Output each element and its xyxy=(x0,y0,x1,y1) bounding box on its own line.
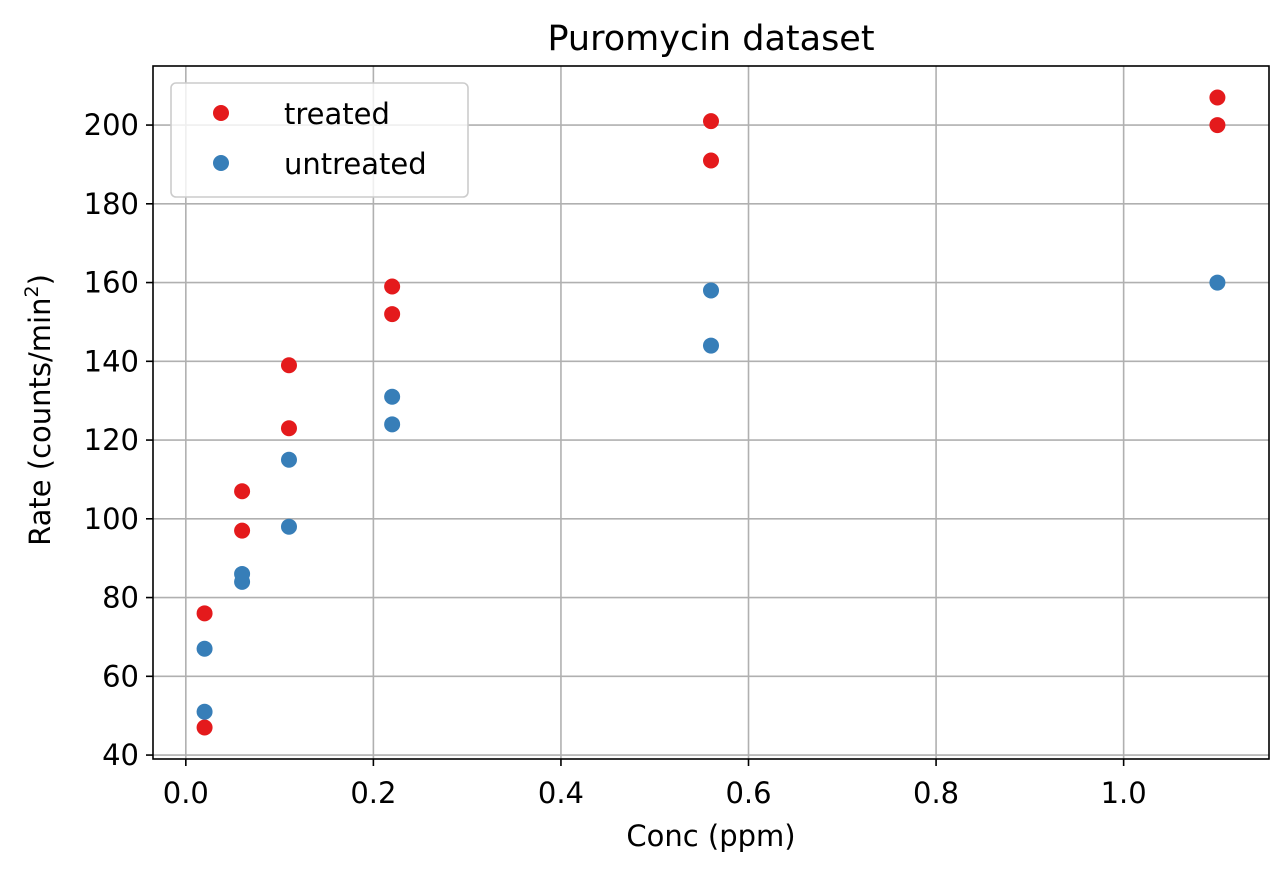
plot-frame xyxy=(152,65,1270,760)
y-tick-label: 120 xyxy=(84,423,139,457)
legend-marker-treated xyxy=(213,105,229,121)
data-points xyxy=(196,89,1226,736)
point-untreated xyxy=(384,416,401,433)
point-untreated xyxy=(703,282,719,299)
legend-label-treated: treated xyxy=(284,97,390,131)
point-untreated xyxy=(703,337,719,354)
point-treated xyxy=(1209,89,1226,106)
y-tick-label: 40 xyxy=(102,738,139,772)
point-untreated xyxy=(280,451,297,468)
legend-label-untreated: untreated xyxy=(284,147,427,181)
legend-marker-untreated xyxy=(213,155,229,171)
x-tick-label: 0.4 xyxy=(538,776,584,810)
point-treated xyxy=(1209,117,1226,134)
point-treated xyxy=(234,483,251,500)
y-tick-label: 160 xyxy=(84,266,139,300)
x-tick-label: 0.0 xyxy=(163,776,209,810)
y-axis: 40 60 80 100 120 140 160 180 200 xyxy=(84,108,153,772)
x-tick-label: 1.0 xyxy=(1101,776,1147,810)
x-axis: 0.0 0.2 0.4 0.6 0.8 1.0 xyxy=(163,759,1147,810)
y-tick-label: 100 xyxy=(84,502,139,536)
point-treated xyxy=(280,420,297,437)
y-tick-label: 80 xyxy=(102,581,139,615)
point-treated xyxy=(196,605,213,622)
y-axis-label-close: ) xyxy=(23,274,57,285)
x-tick-label: 0.2 xyxy=(350,776,396,810)
y-tick-label: 60 xyxy=(102,659,139,693)
y-axis-label: Rate (counts/min2) xyxy=(21,274,57,546)
y-tick-label: 180 xyxy=(84,187,139,221)
point-treated xyxy=(384,306,401,323)
chart-title: Puromycin dataset xyxy=(547,19,874,59)
point-untreated xyxy=(384,388,401,405)
point-treated xyxy=(384,278,401,295)
point-untreated xyxy=(234,565,251,582)
x-tick-label: 0.6 xyxy=(725,776,771,810)
x-axis-label: Conc (ppm) xyxy=(626,819,795,853)
y-axis-label-main: Rate (counts/min xyxy=(23,298,57,546)
point-untreated xyxy=(196,640,213,657)
legend-box xyxy=(170,82,469,198)
y-tick-label: 200 xyxy=(84,108,139,142)
point-treated xyxy=(234,522,251,539)
point-untreated xyxy=(1209,274,1226,291)
point-treated xyxy=(703,113,719,130)
point-treated xyxy=(280,357,297,374)
y-axis-label-superscript: 2 xyxy=(21,285,43,297)
point-treated xyxy=(703,152,719,169)
point-untreated xyxy=(196,703,213,720)
legend: treated untreated xyxy=(170,82,469,198)
point-untreated xyxy=(280,518,297,535)
point-treated xyxy=(196,719,213,736)
y-tick-label: 140 xyxy=(84,344,139,378)
x-tick-label: 0.8 xyxy=(913,776,959,810)
